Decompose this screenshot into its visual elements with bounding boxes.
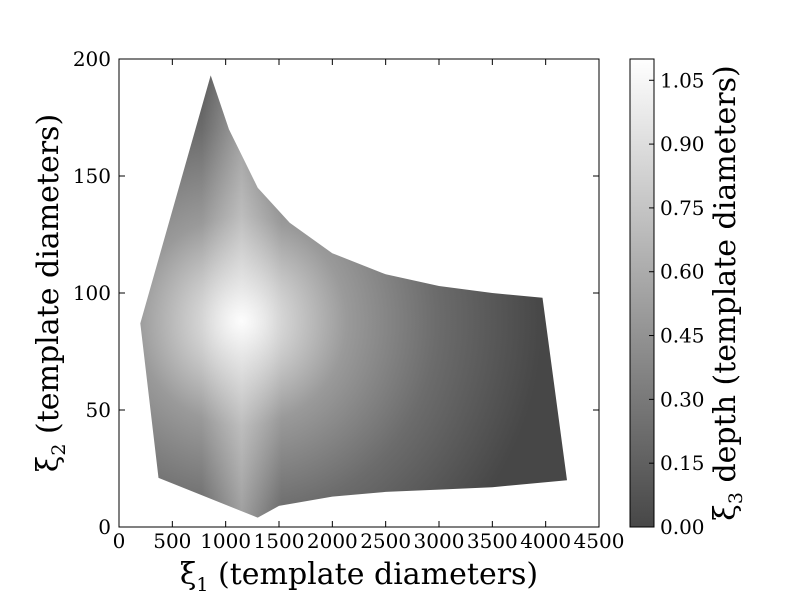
colorbar-tick-label: 0.00: [660, 515, 705, 539]
x-tick-label: 3000: [414, 529, 465, 553]
x-tick-label: 4500: [574, 529, 625, 553]
x-tick-label: 3500: [467, 529, 518, 553]
y-axis-ticks: 0 50 100 150 200: [73, 47, 599, 539]
x-axis-ticks: 0 500 1000 1500 2000 2500 3000 3500 4000 4500: [113, 59, 625, 553]
x-tick-label: 4000: [520, 529, 571, 553]
plot-region: [140, 75, 568, 518]
colorbar: [629, 58, 655, 528]
y-axis-symbol: ξ: [31, 456, 66, 473]
y-tick-label: 50: [86, 398, 111, 422]
colorbar-subscript: 3: [725, 492, 747, 504]
colorbar-ticks: 0.00 0.15 0.30 0.45 0.60 0.75 0.90 1.05: [649, 68, 705, 539]
colorbar-tick-label: 0.45: [660, 324, 705, 348]
x-axis-label: ξ1 (template diameters): [180, 557, 538, 596]
y-axis-text: (template diameters): [31, 114, 66, 444]
x-tick-label: 0: [113, 529, 126, 553]
heatmap-ridge: [201, 75, 282, 518]
y-axis-subscript: 2: [48, 444, 70, 456]
colorbar-label: ξ3 depth (template diameters): [708, 65, 747, 520]
x-tick-label: 2500: [360, 529, 411, 553]
x-axis-symbol: ξ: [180, 557, 197, 592]
x-tick-label: 1500: [254, 529, 305, 553]
x-tick-label: 500: [153, 529, 191, 553]
colorbar-tick-label: 0.15: [660, 451, 705, 475]
colorbar-tick-label: 1.05: [660, 68, 705, 92]
y-axis-label: ξ2 (template diameters): [31, 114, 70, 472]
y-tick-label: 0: [98, 515, 111, 539]
x-tick-label: 1000: [200, 529, 251, 553]
x-axis-subscript: 1: [196, 574, 208, 596]
y-tick-label: 100: [73, 281, 111, 305]
colorbar-tick-label: 0.60: [660, 260, 705, 284]
colorbar-text: depth (template diameters): [708, 65, 743, 492]
x-tick-label: 2000: [307, 529, 358, 553]
colorbar-tick-label: 0.30: [660, 387, 705, 411]
y-tick-label: 150: [73, 164, 111, 188]
colorbar-symbol: ξ: [708, 504, 743, 521]
y-tick-label: 200: [73, 47, 111, 71]
colorbar-tick-label: 0.90: [660, 132, 705, 156]
x-axis-text: (template diameters): [208, 557, 538, 592]
colorbar-tick-label: 0.75: [660, 196, 705, 220]
